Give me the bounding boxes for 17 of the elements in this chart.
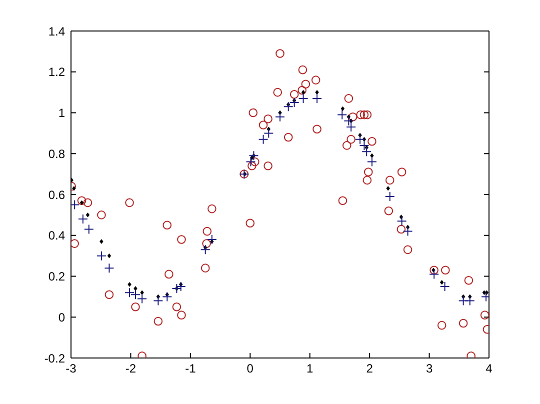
- y-tick-label: 0: [58, 310, 66, 324]
- x-tick-label: 4: [486, 362, 493, 376]
- y-tick-label: 1.4: [48, 24, 66, 38]
- x-tick-label: -1: [185, 362, 196, 376]
- y-tick-label: 1: [58, 106, 66, 120]
- y-tick-label: 0.8: [48, 146, 66, 161]
- y-tick-label: 0.4: [48, 228, 66, 243]
- x-tick-label: 2: [366, 362, 374, 376]
- y-tick-label: 0.2: [48, 270, 66, 284]
- y-tick-label: 0.6: [48, 188, 66, 202]
- x-tick-label: 0: [246, 362, 254, 376]
- y-tick-label: 1.2: [48, 65, 66, 80]
- y-tick-label: -0.2: [44, 351, 66, 366]
- x-tick-label: -3: [66, 362, 77, 376]
- x-tick-label: 1: [306, 362, 314, 376]
- x-tick-label: 3: [426, 362, 433, 376]
- x-tick-label: -2: [125, 362, 136, 376]
